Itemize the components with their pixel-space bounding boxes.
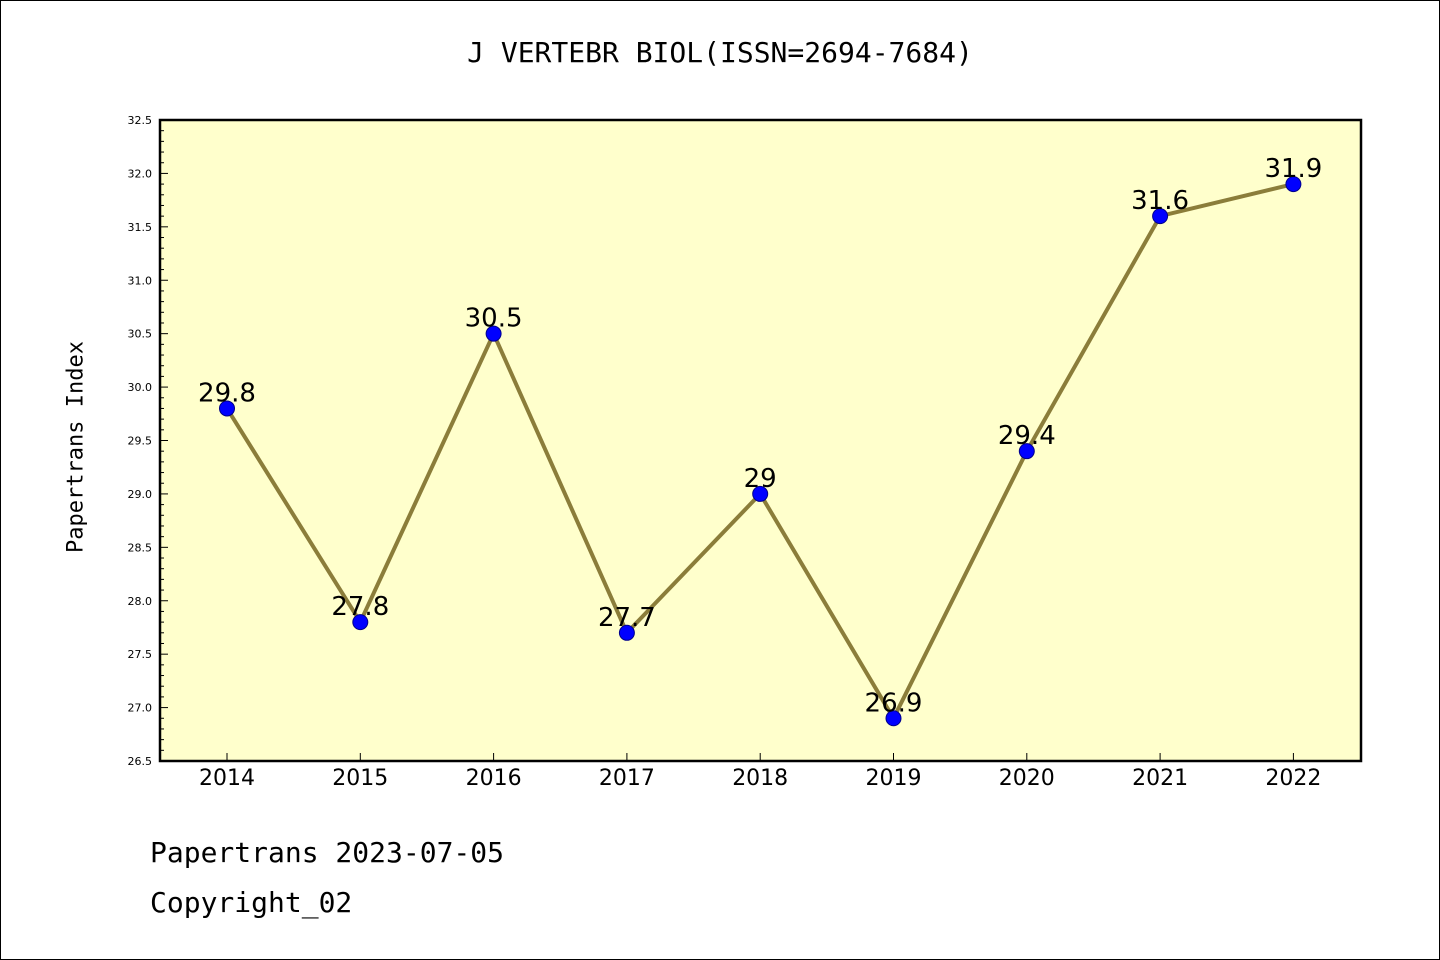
x-tick-label: 2021 xyxy=(1132,766,1188,791)
data-label: 31.9 xyxy=(1264,154,1322,184)
data-label: 29 xyxy=(744,464,777,494)
data-label: 30.5 xyxy=(465,304,523,334)
plot-border xyxy=(158,118,1363,763)
y-tick-label: 26.5 xyxy=(128,755,153,768)
x-tick-label: 2020 xyxy=(999,766,1055,791)
data-point xyxy=(219,400,235,417)
data-point xyxy=(1152,208,1169,225)
y-tick-label: 27.5 xyxy=(128,648,153,661)
y-tick-label: 29.5 xyxy=(128,435,153,448)
y-tick-label: 29.0 xyxy=(128,488,153,501)
data-label: 27.8 xyxy=(331,592,389,622)
y-tick-label: 30.0 xyxy=(128,381,153,394)
footer-copyright: Copyright_02 xyxy=(150,886,353,919)
y-tick-label: 28.0 xyxy=(128,595,153,608)
y-tick-label: 31.0 xyxy=(128,274,153,287)
data-label: 29.4 xyxy=(998,421,1056,451)
data-point xyxy=(885,710,902,727)
x-tick-label: 2017 xyxy=(599,766,655,791)
plot-area xyxy=(160,120,1361,761)
data-label: 31.6 xyxy=(1131,186,1189,216)
x-tick-label: 2015 xyxy=(332,766,388,791)
y-tick-label: 31.5 xyxy=(128,221,153,234)
data-point xyxy=(485,325,502,342)
data-point xyxy=(752,485,769,502)
y-tick-label: 32.0 xyxy=(128,167,153,180)
x-tick-label: 2014 xyxy=(199,766,255,791)
data-markers xyxy=(219,176,1302,727)
data-label: 29.8 xyxy=(198,378,256,408)
y-tick-label: 32.5 xyxy=(128,114,153,127)
y-tick-label: 30.5 xyxy=(128,328,153,341)
footer-date: Papertrans 2023-07-05 xyxy=(150,836,505,869)
data-point xyxy=(618,624,635,641)
x-tick-label: 2022 xyxy=(1265,766,1321,791)
data-point xyxy=(352,614,369,631)
data-point xyxy=(1018,443,1035,460)
data-label: 26.9 xyxy=(865,688,923,718)
x-tick-label: 2016 xyxy=(466,766,522,791)
data-point xyxy=(1285,176,1302,193)
y-tick-label: 27.0 xyxy=(128,702,153,715)
y-tick-label: 28.5 xyxy=(128,541,153,554)
data-labels: 29.8 27.8 30.5 27.7 29 26.9 29.4 31.6 31.9 xyxy=(198,154,1322,718)
data-label: 27.7 xyxy=(598,603,656,633)
chart-title: J VERTEBR BIOL(ISSN=2694-7684) xyxy=(467,36,973,69)
y-axis-ticks: 26.5 27.0 27.5 28.0 28.5 29.0 29.5 30.0 30.5 31.0… xyxy=(128,114,168,768)
x-axis-ticks: 2014 2015 2016 2017 2018 2019 2020 2021 2022 xyxy=(199,753,1321,791)
x-tick-label: 2018 xyxy=(732,766,788,791)
x-tick-label: 2019 xyxy=(866,766,922,791)
